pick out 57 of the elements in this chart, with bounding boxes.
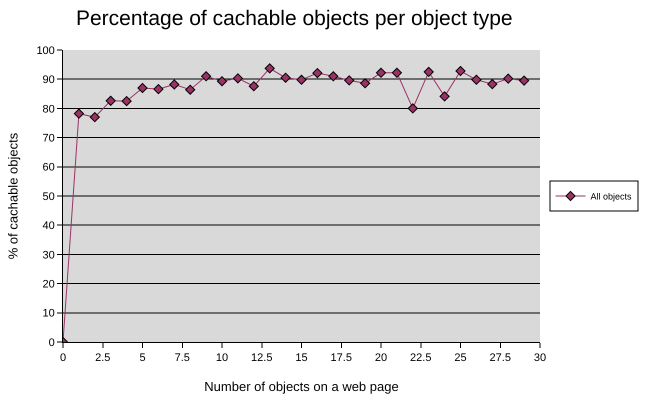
y-tick-label: 70 xyxy=(42,132,55,144)
y-tick-label: 20 xyxy=(42,278,55,290)
point xyxy=(376,68,386,78)
legend-label: All objects xyxy=(590,192,632,202)
y-tick-label: 0 xyxy=(48,336,55,349)
point xyxy=(122,96,132,106)
point xyxy=(201,71,212,82)
point xyxy=(185,84,196,95)
x-tick-label: 27.5 xyxy=(490,352,511,364)
point xyxy=(216,76,228,86)
y-tick-label: 90 xyxy=(42,74,55,86)
x-tick-label: 10 xyxy=(216,352,228,364)
y-tick-label: 100 xyxy=(36,44,55,57)
y-axis-title: % of cachable objects xyxy=(5,132,20,260)
point xyxy=(328,71,338,82)
y-tick-label: 40 xyxy=(42,220,55,232)
x-tick-label: 0 xyxy=(60,352,66,364)
point xyxy=(169,79,180,90)
point xyxy=(392,68,402,78)
point xyxy=(455,66,466,76)
point xyxy=(296,74,307,85)
point xyxy=(137,82,148,94)
point xyxy=(408,103,418,114)
point xyxy=(424,66,434,77)
point xyxy=(487,79,498,90)
point xyxy=(248,81,259,92)
point xyxy=(312,68,322,78)
x-tick-label: 25 xyxy=(454,352,467,364)
point xyxy=(264,63,275,74)
y-tick-label: 30 xyxy=(42,249,55,262)
x-tick-label: 15 xyxy=(295,352,308,364)
x-tick-label: 7.5 xyxy=(174,352,190,364)
x-tick-label: 2.5 xyxy=(95,352,110,364)
x-tick-label: 17.5 xyxy=(330,352,352,364)
point xyxy=(344,75,354,86)
y-tick-label: 50 xyxy=(42,190,55,203)
point xyxy=(74,108,84,119)
x-tick-label: 12.5 xyxy=(251,352,272,364)
point xyxy=(360,78,370,88)
point xyxy=(90,112,100,122)
x-tick-label: 20 xyxy=(374,352,388,364)
point xyxy=(106,96,116,106)
y-tick-label: 60 xyxy=(42,162,55,174)
chart-title: Percentage of cachable objects per object type xyxy=(76,6,513,30)
point xyxy=(503,74,514,84)
point xyxy=(153,84,164,94)
point xyxy=(519,76,530,86)
x-axis-title: Number of objects on a web page xyxy=(204,378,399,394)
point xyxy=(440,91,450,102)
x-tick-label: 22.5 xyxy=(410,352,432,364)
point xyxy=(471,74,482,85)
x-tick-label: 30 xyxy=(534,352,546,364)
y-tick-label: 10 xyxy=(42,308,55,320)
point xyxy=(232,73,243,84)
y-tick-label: 80 xyxy=(42,103,55,116)
x-tick-label: 5 xyxy=(139,352,146,364)
point xyxy=(280,72,291,83)
